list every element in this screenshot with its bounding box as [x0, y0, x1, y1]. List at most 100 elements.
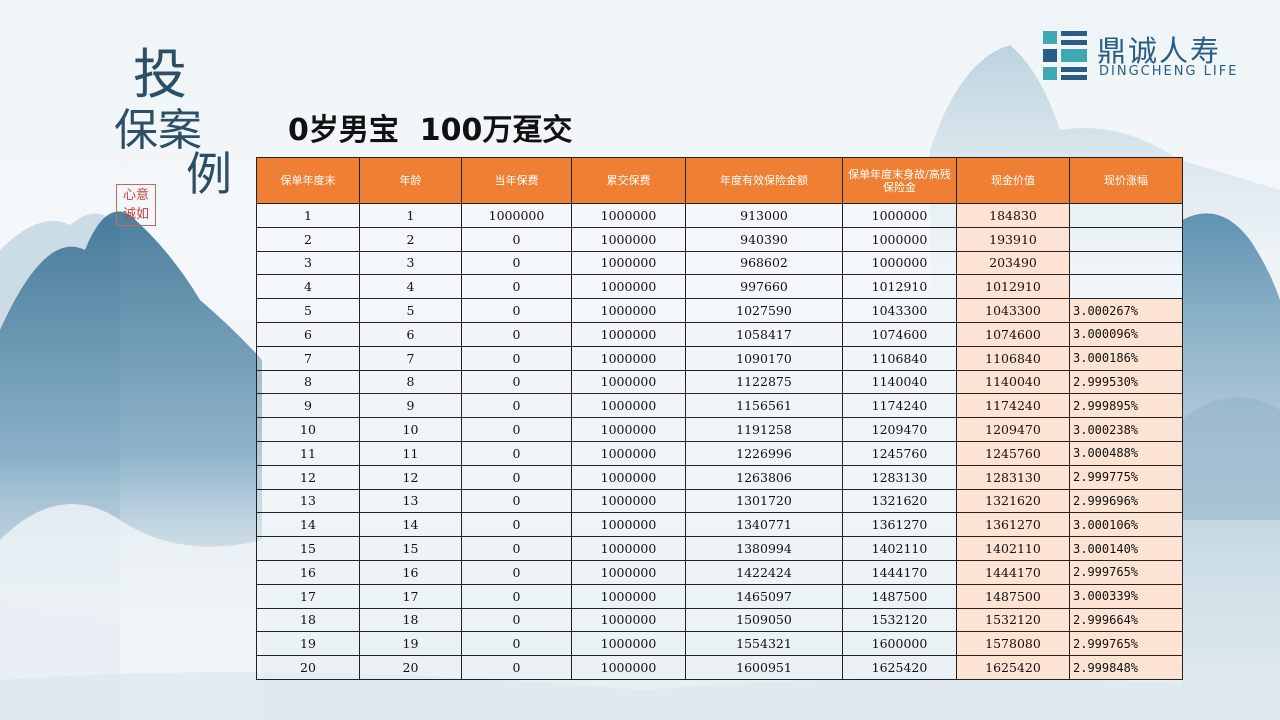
cell-effective-sum: 997660: [685, 274, 843, 300]
table-row: 19 19 0 1000000 1554321 1600000 1578080 2.99976…: [256, 631, 1183, 657]
cell-policy-year: 16: [256, 559, 360, 585]
cell-cash-growth: 3.000238%: [1069, 417, 1183, 442]
table-row: 2 2 0 1000000 940390 1000000 193910: [256, 226, 1183, 252]
cell-death-benefit: 1074600: [842, 321, 957, 347]
cell-age: 14: [359, 512, 462, 538]
cell-age: 19: [359, 631, 462, 657]
cell-cash-value: 1043300: [956, 298, 1070, 323]
cell-death-benefit: 1532120: [842, 607, 957, 633]
cell-age: 4: [359, 274, 462, 300]
cell-effective-sum: 1058417: [685, 321, 843, 347]
cell-age: 11: [359, 440, 462, 466]
cell-total-premium: 1000000: [571, 250, 686, 276]
cell-annual-premium: 0: [461, 226, 572, 252]
cell-death-benefit: 1245760: [842, 440, 957, 466]
cell-cash-growth: [1069, 203, 1183, 228]
cell-policy-year: 1: [256, 203, 360, 228]
table-row: 17 17 0 1000000 1465097 1487500 1487500 3.00033…: [256, 583, 1183, 609]
cell-policy-year: 20: [256, 655, 360, 680]
cell-total-premium: 1000000: [571, 274, 686, 300]
cell-cash-growth: 2.999696%: [1069, 488, 1183, 514]
cell-effective-sum: 1509050: [685, 607, 843, 633]
table-row: 9 9 0 1000000 1156561 1174240 1174240 2.999895%: [256, 393, 1183, 419]
cell-death-benefit: 1043300: [842, 298, 957, 323]
col-header-cash-growth: 现价涨幅: [1069, 157, 1183, 204]
cell-age: 3: [359, 250, 462, 276]
cell-age: 10: [359, 417, 462, 442]
cell-annual-premium: 0: [461, 655, 572, 680]
table-row: 15 15 0 1000000 1380994 1402110 1402110 3.00014…: [256, 536, 1183, 561]
cell-annual-premium: 0: [461, 512, 572, 538]
table-row: 20 20 0 1000000 1600951 1625420 1625420 2.99984…: [256, 655, 1183, 680]
cell-annual-premium: 0: [461, 559, 572, 585]
cell-age: 6: [359, 321, 462, 347]
cell-policy-year: 18: [256, 607, 360, 633]
cell-cash-value: 1532120: [956, 607, 1070, 633]
cell-cash-value: 1321620: [956, 488, 1070, 514]
cell-death-benefit: 1140040: [842, 369, 957, 395]
cell-total-premium: 1000000: [571, 203, 686, 228]
cell-cash-value: 1106840: [956, 345, 1070, 371]
cell-age: 13: [359, 488, 462, 514]
cell-total-premium: 1000000: [571, 321, 686, 347]
cell-effective-sum: 1600951: [685, 655, 843, 680]
cell-policy-year: 7: [256, 345, 360, 371]
cell-annual-premium: 0: [461, 464, 572, 490]
cell-total-premium: 1000000: [571, 631, 686, 657]
cell-total-premium: 1000000: [571, 440, 686, 466]
cell-age: 9: [359, 393, 462, 419]
cell-death-benefit: 1625420: [842, 655, 957, 680]
cell-age: 16: [359, 559, 462, 585]
cell-total-premium: 1000000: [571, 393, 686, 419]
cell-annual-premium: 0: [461, 417, 572, 442]
table-row: 12 12 0 1000000 1263806 1283130 1283130 2.99977…: [256, 464, 1183, 490]
cell-cash-value: 1578080: [956, 631, 1070, 657]
table-row: 8 8 0 1000000 1122875 1140040 1140040 2.999530%: [256, 369, 1183, 395]
cell-policy-year: 4: [256, 274, 360, 300]
cell-cash-growth: 3.000488%: [1069, 440, 1183, 466]
table-row: 16 16 0 1000000 1422424 1444170 1444170 2.99976…: [256, 559, 1183, 585]
cell-policy-year: 3: [256, 250, 360, 276]
cell-policy-year: 19: [256, 631, 360, 657]
cell-effective-sum: 1191258: [685, 417, 843, 442]
cell-annual-premium: 0: [461, 321, 572, 347]
cell-death-benefit: 1174240: [842, 393, 957, 419]
cell-cash-growth: [1069, 226, 1183, 252]
cell-death-benefit: 1012910: [842, 274, 957, 300]
cell-annual-premium: 0: [461, 345, 572, 371]
cell-effective-sum: 1226996: [685, 440, 843, 466]
cell-total-premium: 1000000: [571, 226, 686, 252]
cell-cash-growth: 2.999895%: [1069, 393, 1183, 419]
cell-death-benefit: 1283130: [842, 464, 957, 490]
cell-effective-sum: 1465097: [685, 583, 843, 609]
cell-policy-year: 6: [256, 321, 360, 347]
cell-age: 7: [359, 345, 462, 371]
cell-total-premium: 1000000: [571, 464, 686, 490]
cell-annual-premium: 0: [461, 536, 572, 561]
cell-total-premium: 1000000: [571, 369, 686, 395]
col-header-death-benefit: 保单年度末身故/高残保险金: [842, 157, 957, 204]
cell-policy-year: 8: [256, 369, 360, 395]
cell-cash-growth: 3.000096%: [1069, 321, 1183, 347]
company-logo: 鼎诚人寿 DINGCHENG LIFE: [1043, 29, 1253, 83]
table-row: 14 14 0 1000000 1340771 1361270 1361270 3.00010…: [256, 512, 1183, 538]
cell-cash-value: 1174240: [956, 393, 1070, 419]
policy-value-table: 保单年度末 年龄 当年保费 累交保费 年度有效保险金额 保单年度末身故/高残保险…: [256, 157, 1183, 680]
cell-age: 15: [359, 536, 462, 561]
cell-death-benefit: 1000000: [842, 203, 957, 228]
cell-cash-growth: 3.000140%: [1069, 536, 1183, 561]
cell-cash-growth: 2.999765%: [1069, 631, 1183, 657]
cell-cash-growth: 2.999765%: [1069, 559, 1183, 585]
cell-total-premium: 1000000: [571, 583, 686, 609]
logo-name-en: DINGCHENG LIFE: [1099, 64, 1239, 79]
cell-total-premium: 1000000: [571, 536, 686, 561]
cell-cash-growth: 2.999775%: [1069, 464, 1183, 490]
cell-effective-sum: 1027590: [685, 298, 843, 323]
cell-annual-premium: 0: [461, 298, 572, 323]
cell-age: 8: [359, 369, 462, 395]
cell-annual-premium: 0: [461, 440, 572, 466]
cell-death-benefit: 1444170: [842, 559, 957, 585]
cell-annual-premium: 0: [461, 583, 572, 609]
cell-death-benefit: 1209470: [842, 417, 957, 442]
cell-effective-sum: 1301720: [685, 488, 843, 514]
